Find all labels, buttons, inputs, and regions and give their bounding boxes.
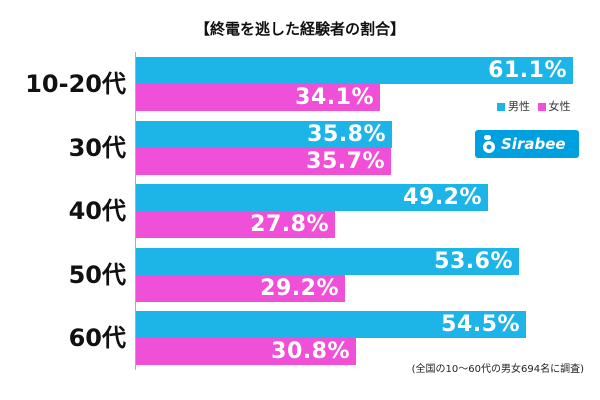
category-label: 40代 <box>68 197 126 225</box>
value-label-male: 61.1% <box>488 58 567 83</box>
value-label-male: 54.5% <box>441 312 520 337</box>
bar-female <box>136 84 380 111</box>
bar-male <box>136 57 573 84</box>
value-label-female: 34.1% <box>295 85 374 110</box>
bar-female <box>136 274 345 302</box>
legend-label-male: 男性 <box>508 100 530 113</box>
legend: 男性 女性 <box>497 98 575 114</box>
sirabee-logo: Sirabee <box>475 130 579 158</box>
category-label: 30代 <box>68 133 126 162</box>
sirabee-logo-text: Sirabee <box>501 135 566 153</box>
legend-label-female: 女性 <box>548 100 571 113</box>
value-label-male: 49.2% <box>403 185 482 210</box>
category-label: 60代 <box>68 324 126 352</box>
footnote: (全国の10〜60代の男女694名に調査) <box>411 364 584 375</box>
value-label-male: 53.6% <box>434 248 513 274</box>
bar-female <box>136 147 391 175</box>
bar-male <box>136 120 392 148</box>
bar-male <box>136 247 519 275</box>
value-label-female: 29.2% <box>260 275 339 301</box>
value-label-female: 27.8% <box>250 212 329 237</box>
bar-female <box>136 338 356 365</box>
chart-title: 【終電を逃した経験者の割合】 <box>194 20 405 38</box>
bar-female <box>136 211 335 238</box>
sirabee-logo-icon <box>483 135 495 153</box>
legend-swatch-female <box>537 103 546 111</box>
value-label-male: 35.8% <box>307 121 386 147</box>
legend-item-female: 女性 <box>537 100 571 113</box>
legend-item-male: 男性 <box>497 100 534 113</box>
legend-swatch-male <box>497 103 505 111</box>
category-label: 50代 <box>68 260 126 289</box>
bar-male <box>136 311 526 338</box>
category-label: 10-20代 <box>25 70 126 98</box>
bar-male <box>136 184 488 211</box>
value-label-female: 30.8% <box>271 339 350 364</box>
axis-line <box>135 52 136 370</box>
value-label-female: 35.7% <box>306 148 385 174</box>
